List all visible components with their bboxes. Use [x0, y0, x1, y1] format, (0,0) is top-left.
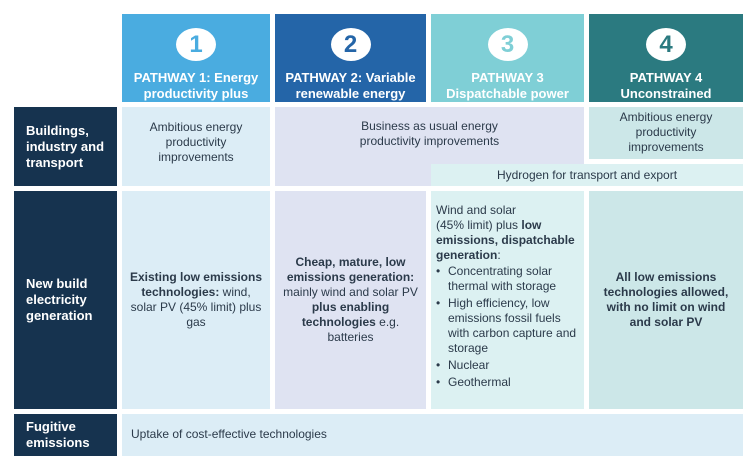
electricity-p3-intro2: (45% limit) plus	[436, 218, 519, 232]
list-item: High efficiency, low emissions fossil fu…	[436, 296, 578, 356]
list-item: Geothermal	[436, 375, 578, 390]
list-item: Nuclear	[436, 358, 578, 373]
buildings-p23-line2: productivity improvements	[359, 134, 500, 148]
pathway-1-title-line1: PATHWAY 1: Energy	[133, 70, 259, 85]
pathway-2-number-badge: 2	[330, 28, 371, 61]
pathway-3-title-line1: PATHWAY 3	[471, 70, 544, 85]
row-label-buildings-line3: transport	[26, 154, 84, 170]
row-label-electricity-line2: electricity	[26, 292, 87, 307]
buildings-p1-line2: productivity	[165, 135, 227, 149]
pathway-3-title: PATHWAY 3 Dispatchable power	[431, 70, 584, 102]
pathway-2-number: 2	[343, 30, 358, 58]
row-label-electricity: New build electricity generation	[14, 191, 117, 409]
electricity-p3-intro-bold: low emissions, dispatchable generation	[436, 218, 575, 262]
electricity-p4-text: All low emissions technologies allowed, …	[603, 270, 729, 329]
pathway-4-title-line2: Unconstrained	[620, 86, 712, 101]
hydrogen-cell: Hydrogen for transport and export	[431, 164, 743, 186]
pathway-4-header: 4 PATHWAY 4 Unconstrained	[589, 14, 743, 102]
row-label-electricity-line3: generation	[26, 308, 93, 323]
buildings-p4-line3: improvements	[628, 140, 704, 154]
electricity-p3-intro1: Wind and solar	[436, 203, 517, 217]
pathway-2-title: PATHWAY 2: Variable renewable energy	[275, 70, 426, 102]
pathway-3-number: 3	[500, 30, 515, 58]
buildings-pathway-2-3-cell: Business as usual energy productivity im…	[275, 107, 584, 186]
electricity-p2-bold1: Cheap, mature, low emissions generation:	[286, 255, 415, 284]
electricity-pathway-4-cell: All low emissions technologies allowed, …	[589, 191, 743, 409]
buildings-p23-line1: Business as usual energy	[361, 119, 498, 133]
buildings-p1-line1: Ambitious energy	[149, 120, 243, 134]
list-item: Concentrating solar thermal with storage	[436, 264, 578, 294]
row-label-fugitive-line1: Fugitive	[26, 419, 76, 434]
hydrogen-text: Hydrogen for transport and export	[496, 167, 678, 182]
pathway-1-title: PATHWAY 1: Energy productivity plus	[122, 70, 270, 102]
electricity-p2-plain1: mainly wind and solar PV	[283, 285, 418, 299]
electricity-pathway-1-cell: Existing low emissions technologies: win…	[122, 191, 270, 409]
buildings-p4-line2: productivity	[635, 125, 697, 139]
pathway-1-title-line2: productivity plus	[143, 86, 249, 101]
pathway-4-title: PATHWAY 4 Unconstrained	[589, 70, 743, 102]
pathway-3-title-line2: Dispatchable power	[446, 86, 569, 101]
electricity-pathway-3-cell: Wind and solar (45% limit) plus low emis…	[431, 191, 584, 409]
electricity-p3-bullet-list: Concentrating solar thermal with storage…	[436, 264, 578, 390]
pathway-1-number: 1	[189, 30, 203, 58]
pathway-4-title-line1: PATHWAY 4	[629, 70, 703, 85]
electricity-pathway-2-cell: Cheap, mature, low emissions generation:…	[275, 191, 426, 409]
electricity-p1-bold: Existing low emissions technologies:	[129, 270, 263, 299]
electricity-p2-bold2: plus enabling technologies	[301, 300, 390, 329]
electricity-p3-colon: :	[497, 248, 501, 262]
pathway-1-header: 1 PATHWAY 1: Energy productivity plus	[122, 14, 270, 102]
fugitive-cell: Uptake of cost-effective technologies	[122, 414, 743, 456]
electricity-p2-plain2: e.g. batteries	[327, 315, 400, 344]
row-label-fugitive: Fugitive emissions	[14, 414, 117, 456]
row-label-buildings-line1: Buildings,	[26, 122, 89, 138]
pathway-1-number-badge: 1	[176, 28, 216, 61]
row-label-electricity-line1: New build	[26, 276, 88, 291]
pathway-4-number: 4	[659, 30, 673, 58]
pathway-2-header: 2 PATHWAY 2: Variable renewable energy	[275, 14, 426, 102]
pathway-3-header: 3 PATHWAY 3 Dispatchable power	[431, 14, 584, 102]
electricity-p1-plain: wind, solar PV (45% limit) plus gas	[130, 285, 262, 329]
row-label-buildings: Buildings, industry and transport	[14, 107, 117, 186]
pathway-3-number-badge: 3	[487, 28, 528, 61]
row-label-fugitive-line2: emissions	[26, 435, 90, 450]
pathway-4-number-badge: 4	[646, 28, 686, 61]
buildings-p1-line3: improvements	[158, 150, 234, 164]
buildings-p4-line1: Ambitious energy	[619, 110, 713, 124]
buildings-pathway-4-cell: Ambitious energy productivity improvemen…	[589, 107, 743, 159]
pathway-2-title-line1: PATHWAY 2: Variable	[285, 70, 416, 85]
row-label-buildings-line2: industry and	[26, 138, 105, 154]
fugitive-text: Uptake of cost-effective technologies	[131, 427, 327, 441]
buildings-pathway-1-cell: Ambitious energy productivity improvemen…	[122, 107, 270, 186]
pathway-2-title-line2: renewable energy	[295, 86, 406, 101]
